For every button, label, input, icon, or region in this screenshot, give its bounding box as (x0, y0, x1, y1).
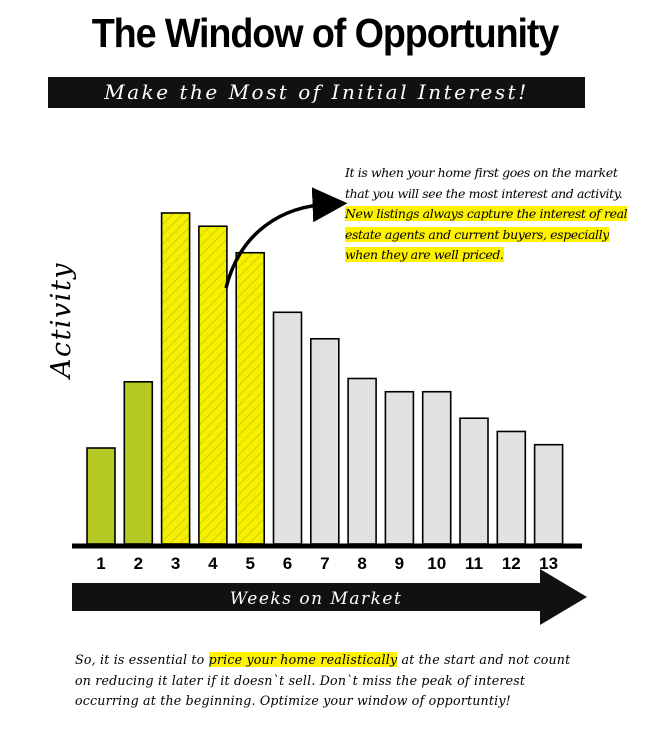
annotation-part1: It is when your home first goes on the m… (345, 165, 623, 201)
tick-label-week-2: 2 (134, 554, 143, 573)
x-axis-arrow (72, 569, 587, 625)
annotation-highlight: New listings always capture the interest… (345, 206, 628, 262)
bar-hatch-week-4 (199, 227, 226, 544)
bar-hatch-week-3 (162, 214, 189, 543)
tick-label-week-8: 8 (357, 554, 366, 573)
tick-labels-group: 1 2 3 4 5 6 7 8 9 10 11 12 13 (96, 554, 558, 573)
tick-label-week-10: 10 (427, 554, 446, 573)
footer-after: at the start and not count on reducing i… (75, 652, 571, 708)
bar-week-13 (533, 443, 564, 545)
tick-label-week-7: 7 (320, 554, 329, 573)
bar-week-9 (384, 390, 415, 545)
tick-label-week-13: 13 (539, 554, 558, 573)
y-axis-label: Activity (46, 262, 77, 381)
callout-arrow-icon (224, 187, 348, 289)
tick-label-week-6: 6 (283, 554, 292, 573)
footer-before: So, it is essential to (75, 652, 209, 667)
tick-label-week-3: 3 (171, 554, 180, 573)
bar-week-10 (421, 390, 452, 545)
bar-week-6 (272, 311, 303, 545)
bars-group (86, 212, 564, 545)
bar-week-7 (309, 337, 340, 545)
tick-label-week-4: 4 (208, 554, 218, 573)
subtitle-banner: Make the Most of Initial Interest! (48, 77, 585, 108)
bar-week-1 (86, 447, 116, 545)
tick-label-week-5: 5 (245, 554, 254, 573)
bar-week-8 (347, 377, 377, 545)
bar-week-2 (123, 381, 154, 545)
footer-highlight: price your home realistically (208, 652, 398, 667)
page-title: The Window of Opportunity (91, 10, 560, 56)
x-axis-label: Weeks on Market (230, 589, 403, 609)
bar-week-11 (459, 417, 489, 545)
tick-label-week-9: 9 (395, 554, 404, 573)
footer-text: So, it is essential to price your home r… (75, 650, 575, 712)
tick-label-week-1: 1 (96, 554, 105, 573)
bar-week-12 (496, 430, 527, 545)
annotation-text: It is when your home first goes on the m… (345, 163, 635, 266)
tick-label-week-11: 11 (465, 554, 483, 573)
bar-hatch-week-5 (237, 253, 264, 543)
tick-label-week-12: 12 (502, 554, 521, 573)
